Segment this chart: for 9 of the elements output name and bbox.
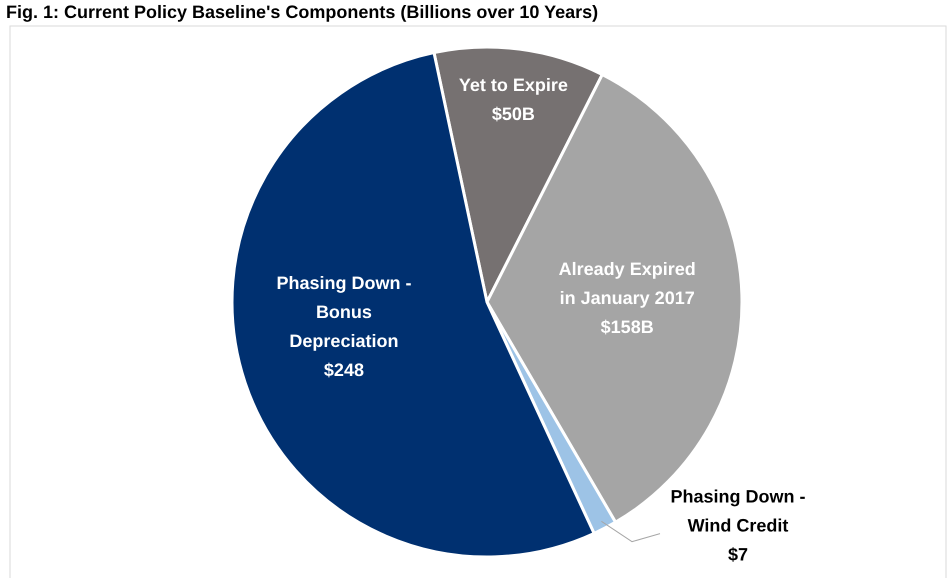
slice-label: Phasing Down - Bonus Depreciation [276, 272, 412, 351]
data-label: $248 [324, 360, 364, 380]
chart-title: Fig. 1: Current Policy Baseline's Components (Billions over 10 Years) [6, 2, 598, 22]
slice-label: Already Expired in January 2017 [558, 258, 696, 308]
data-label: $158B [600, 316, 654, 337]
data-label: $50B [492, 104, 535, 124]
slice-label: Phasing Down - Wind Credit [670, 486, 806, 536]
slice-label: Yet to Expire [458, 75, 568, 96]
data-label: $7 [728, 544, 748, 565]
